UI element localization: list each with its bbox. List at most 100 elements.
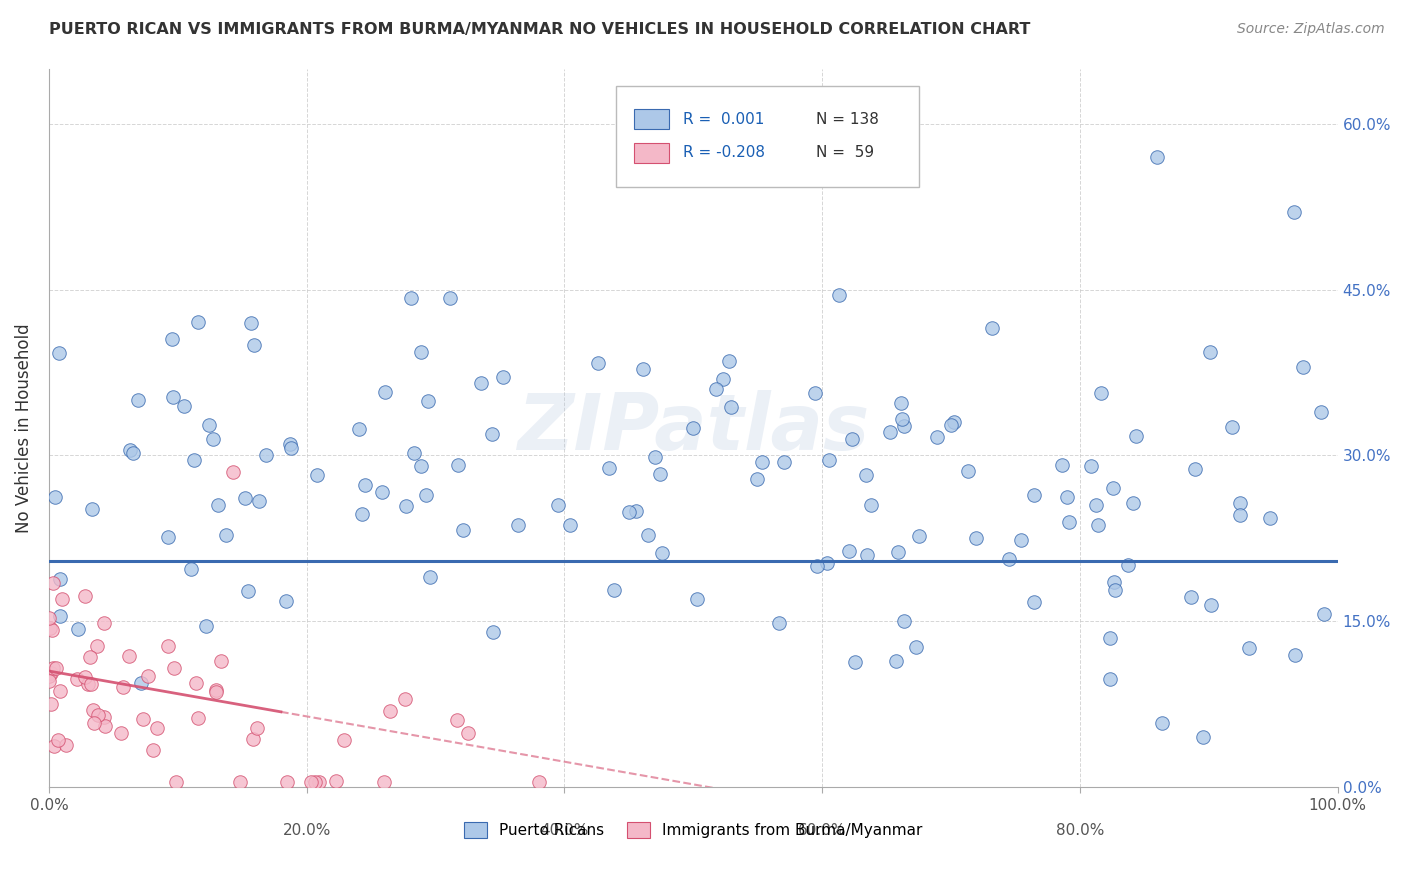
Point [332, 733, 354, 747]
Point [156, 639, 179, 653]
Point [633, 362, 655, 376]
Point [79, 649, 101, 664]
Point [598, 461, 620, 475]
Point [891, 412, 914, 426]
Point [374, 385, 396, 400]
Point [603, 582, 626, 597]
Point [1198, 345, 1220, 359]
Point [55, 738, 77, 752]
Point [87, 707, 110, 722]
Point [527, 774, 550, 789]
Point [233, 491, 256, 505]
Point [1146, 150, 1168, 164]
Text: R =  0.001: R = 0.001 [683, 112, 765, 127]
Point [943, 415, 966, 429]
Point [45, 661, 67, 675]
Point [844, 656, 866, 670]
Point [588, 356, 610, 370]
Point [1090, 385, 1112, 400]
Point [187, 315, 209, 329]
Point [120, 443, 142, 458]
Point [481, 427, 503, 442]
Point [419, 570, 441, 584]
Point [1150, 716, 1173, 731]
Text: N = 138: N = 138 [815, 112, 879, 127]
Point [1116, 558, 1139, 572]
Point [682, 421, 704, 435]
Point [409, 459, 432, 474]
Point [1125, 428, 1147, 442]
Point [619, 505, 641, 519]
Point [547, 498, 569, 512]
Point [129, 676, 152, 690]
Point [815, 556, 838, 570]
Point [39, 666, 62, 681]
Point [981, 321, 1004, 335]
Point [229, 774, 252, 789]
Point [308, 774, 330, 789]
Point [447, 458, 470, 473]
Point [1085, 499, 1108, 513]
Point [648, 467, 671, 482]
Point [127, 392, 149, 407]
Text: R = -0.208: R = -0.208 [683, 145, 765, 161]
Point [644, 450, 666, 465]
Point [42, 661, 65, 675]
Point [118, 649, 141, 664]
Point [307, 468, 329, 483]
Point [965, 531, 987, 545]
Point [637, 528, 659, 542]
Point [394, 692, 416, 706]
Point [718, 353, 741, 368]
Point [48, 608, 70, 623]
Point [651, 546, 673, 560]
Point [156, 530, 179, 544]
Point [46, 732, 69, 747]
Point [38, 673, 60, 688]
Point [828, 287, 851, 301]
Point [162, 390, 184, 404]
Point [1080, 458, 1102, 473]
Point [686, 591, 709, 606]
Point [347, 422, 370, 436]
Point [242, 732, 264, 747]
Point [841, 432, 863, 446]
Point [83, 716, 105, 731]
Text: 40.0%: 40.0% [540, 823, 589, 838]
Point [401, 291, 423, 305]
Point [205, 682, 228, 697]
Point [855, 468, 877, 483]
Point [1199, 599, 1222, 613]
Text: ZIPatlas: ZIPatlas [517, 390, 869, 466]
FancyBboxPatch shape [634, 110, 669, 128]
Point [86, 640, 108, 654]
Point [66, 623, 89, 637]
Point [404, 446, 426, 460]
Point [246, 721, 269, 735]
Point [1104, 574, 1126, 589]
Y-axis label: No Vehicles in Household: No Vehicles in Household [15, 323, 32, 533]
Point [1237, 640, 1260, 655]
Point [39, 697, 62, 711]
Point [907, 529, 929, 543]
Point [160, 332, 183, 346]
Point [48, 346, 70, 360]
Point [751, 455, 773, 469]
Point [354, 477, 377, 491]
Point [859, 498, 882, 512]
Point [1229, 496, 1251, 510]
Point [215, 528, 238, 542]
Text: PUERTO RICAN VS IMMIGRANTS FROM BURMA/MYANMAR NO VEHICLES IN HOUSEHOLD CORRELATI: PUERTO RICAN VS IMMIGRANTS FROM BURMA/MY… [49, 22, 1031, 37]
Point [180, 562, 202, 576]
Point [841, 144, 863, 158]
Point [768, 616, 790, 631]
Point [1087, 517, 1109, 532]
Point [209, 655, 232, 669]
Point [558, 518, 581, 533]
Point [416, 393, 439, 408]
Point [73, 590, 96, 604]
Point [222, 465, 245, 479]
Point [506, 518, 529, 533]
Point [80, 502, 103, 516]
FancyBboxPatch shape [634, 144, 669, 162]
